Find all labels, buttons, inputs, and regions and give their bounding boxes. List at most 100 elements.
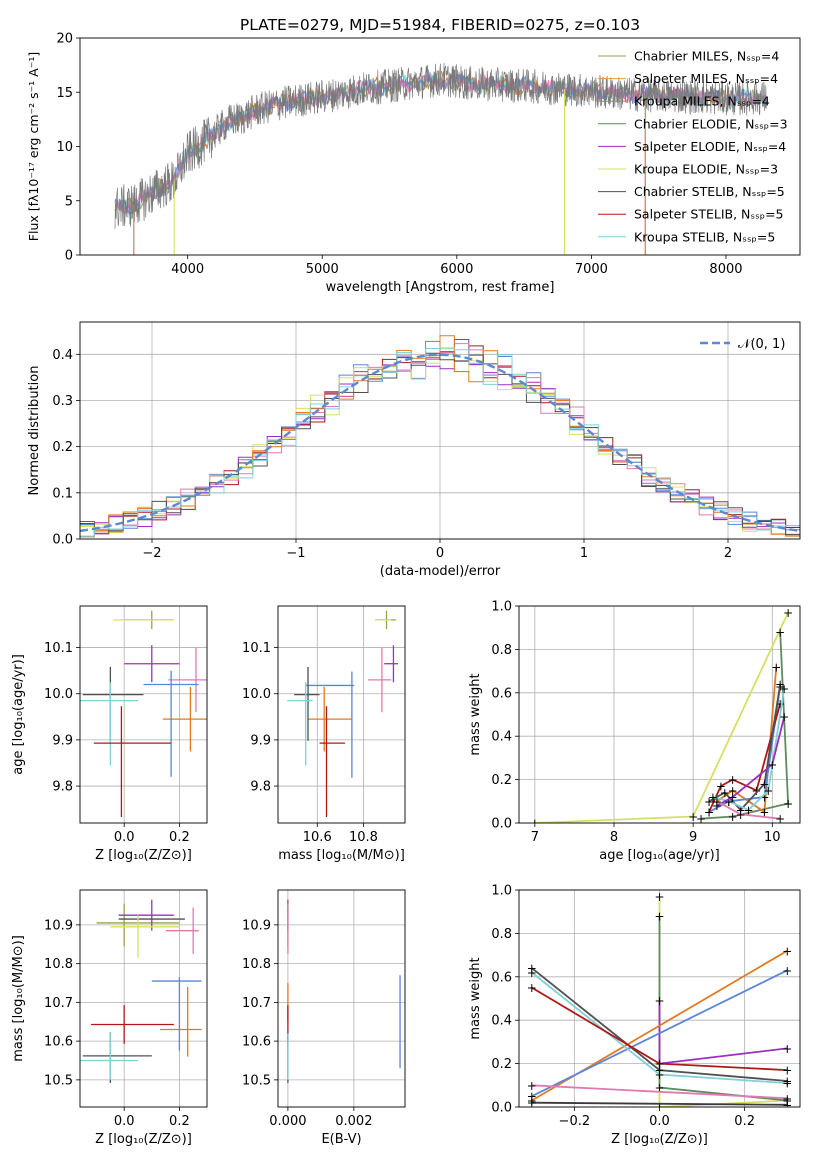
weight-marker: + bbox=[527, 1079, 537, 1093]
y-tick-label: 10.9 bbox=[44, 918, 73, 933]
weight-marker: + bbox=[759, 790, 769, 804]
weight-marker: + bbox=[527, 981, 537, 995]
spectrum-legend: Chabrier MILES, Nₛₛₚ=4 Salpeter MILES, Nₛ… bbox=[598, 49, 788, 244]
errorbar-point bbox=[151, 977, 202, 1051]
axes-frame bbox=[277, 605, 406, 824]
weight-marker: + bbox=[527, 966, 537, 980]
y-tick-label: 10.1 bbox=[242, 641, 271, 656]
errorbar-point bbox=[143, 670, 199, 777]
weight-marker: + bbox=[736, 808, 746, 822]
weight-marker: + bbox=[728, 790, 738, 804]
weight-marker: + bbox=[759, 777, 769, 791]
errorbar-point bbox=[319, 706, 345, 817]
y-axis-label: mass weight bbox=[468, 673, 483, 755]
weight-marker: + bbox=[782, 1094, 792, 1108]
y-tick-label: 10.6 bbox=[44, 1035, 73, 1050]
y-tick-label: 10.5 bbox=[44, 1073, 73, 1088]
errorbar-point bbox=[168, 647, 207, 713]
legend-label: Salpeter STELIB, Nₛₛₚ=5 bbox=[634, 207, 784, 222]
y-tick-label: 10.9 bbox=[242, 918, 271, 933]
x-tick-label: −0.2 bbox=[559, 1114, 591, 1129]
weight-marker: + bbox=[779, 710, 789, 724]
y-tick-label: 0.2 bbox=[491, 1057, 512, 1072]
y-tick-label: 0.2 bbox=[491, 773, 512, 788]
weight-marker: + bbox=[654, 1057, 664, 1071]
y-tick-label: 0.0 bbox=[52, 533, 73, 548]
weight-marker: + bbox=[728, 784, 738, 798]
weight-marker: + bbox=[704, 795, 714, 809]
x-tick-label: 7000 bbox=[575, 262, 608, 277]
y-tick-label: 10.7 bbox=[44, 996, 73, 1011]
weight-marker: + bbox=[704, 806, 714, 820]
errorbar-point bbox=[80, 1033, 138, 1080]
weight-marker: + bbox=[728, 810, 738, 824]
weight-marker: + bbox=[728, 773, 738, 787]
weight-marker: + bbox=[704, 806, 714, 820]
weight-marker: + bbox=[775, 812, 785, 826]
weight-marker: + bbox=[782, 1042, 792, 1056]
y-tick-label: 10.8 bbox=[242, 957, 271, 972]
weight-marker: + bbox=[744, 803, 754, 817]
y-tick-label: 1.0 bbox=[491, 884, 512, 899]
weight-line bbox=[708, 683, 782, 812]
x-tick-label: 6000 bbox=[440, 262, 473, 277]
weight-line bbox=[658, 916, 788, 1102]
x-axis-label: E(B-V) bbox=[321, 1132, 361, 1147]
y-axis-label: mass weight bbox=[468, 957, 483, 1039]
weight-marker: + bbox=[763, 784, 773, 798]
y-axis-label: Normed distribution bbox=[27, 366, 42, 496]
y-tick-label: 0.8 bbox=[491, 927, 512, 942]
plot-area bbox=[287, 899, 401, 1083]
errorbar-point bbox=[294, 666, 320, 741]
weight-marker: + bbox=[527, 1096, 537, 1110]
x-tick-label: 5000 bbox=[306, 262, 339, 277]
weight-marker: + bbox=[527, 1090, 537, 1104]
axes-age-vs-Z: 0.0 0.2 9.8 9.9 10.0 10.1 Z [log₁₀(Z/Z⊙)] age [… bbox=[11, 605, 208, 863]
weight-marker: + bbox=[720, 786, 730, 800]
weight-line bbox=[534, 612, 789, 823]
plot-area bbox=[80, 335, 800, 538]
errorbar-point bbox=[82, 666, 144, 741]
weight-marker: + bbox=[782, 1098, 792, 1112]
weight-marker: + bbox=[775, 697, 785, 711]
weight-marker: + bbox=[530, 817, 540, 831]
axes-frame bbox=[277, 889, 406, 1108]
y-tick-label: 5 bbox=[65, 194, 73, 209]
y-tick-label: 10.5 bbox=[242, 1073, 271, 1088]
weight-line bbox=[708, 703, 782, 813]
axes-residuals: −2 −1 0 1 2 0.0 0.1 0.2 0.3 0.4 (data-model)/error… bbox=[27, 321, 801, 579]
errorbar-point bbox=[287, 682, 313, 766]
axes-spectrum: 4000 5000 6000 7000 8000 0 5 10 15 20 wavelength [… bbox=[26, 32, 801, 295]
weight-marker: + bbox=[736, 803, 746, 817]
y-tick-label: 9.9 bbox=[250, 733, 271, 748]
x-tick-label: 7 bbox=[531, 830, 539, 845]
legend-label: Chabrier STELIB, Nₛₛₚ=5 bbox=[634, 184, 785, 199]
x-tick-label: 0.2 bbox=[169, 1114, 190, 1129]
weight-marker: + bbox=[759, 806, 769, 820]
plot-area bbox=[80, 899, 202, 1083]
weight-line bbox=[531, 969, 788, 1098]
y-axis-label: Flux [fλ10⁻¹⁷ erg cm⁻² s⁻¹ A⁻¹] bbox=[26, 52, 41, 241]
y-tick-label: 0.4 bbox=[491, 730, 512, 745]
x-tick-label: 9 bbox=[689, 830, 697, 845]
y-tick-label: 9.8 bbox=[250, 780, 271, 795]
data-spectrum bbox=[114, 62, 767, 230]
legend-label: Salpeter ELODIE, Nₛₛₚ=4 bbox=[634, 139, 786, 154]
y-tick-label: 0.8 bbox=[491, 643, 512, 658]
errorbar-point bbox=[384, 645, 399, 683]
errorbar-point bbox=[110, 915, 180, 958]
axes-mass-vs-Z: 0.0 0.2 10.5 10.6 10.7 10.8 10.9 Z [log₁₀(Z/Z⊙)… bbox=[11, 889, 208, 1147]
plot-area bbox=[287, 610, 399, 817]
weight-marker: + bbox=[712, 799, 722, 813]
weight-marker: + bbox=[654, 1068, 664, 1082]
legend-label: Chabrier MILES, Nₛₛₚ=4 bbox=[634, 49, 779, 64]
axes-frame bbox=[79, 605, 208, 824]
weight-line bbox=[531, 1084, 788, 1100]
x-tick-label: 0.000 bbox=[269, 1114, 306, 1129]
plot-area: + +++ +++++++++ ++++ +++++++++ ++++++++++ + bbox=[530, 606, 793, 831]
legend-label: Kroupa MILES, Nₛₛₚ=4 bbox=[634, 94, 770, 109]
weight-marker: + bbox=[688, 810, 698, 824]
normal-curve bbox=[80, 353, 798, 533]
legend-label: Kroupa ELODIE, Nₛₛₚ=3 bbox=[634, 162, 778, 177]
errorbar-point bbox=[165, 907, 199, 954]
